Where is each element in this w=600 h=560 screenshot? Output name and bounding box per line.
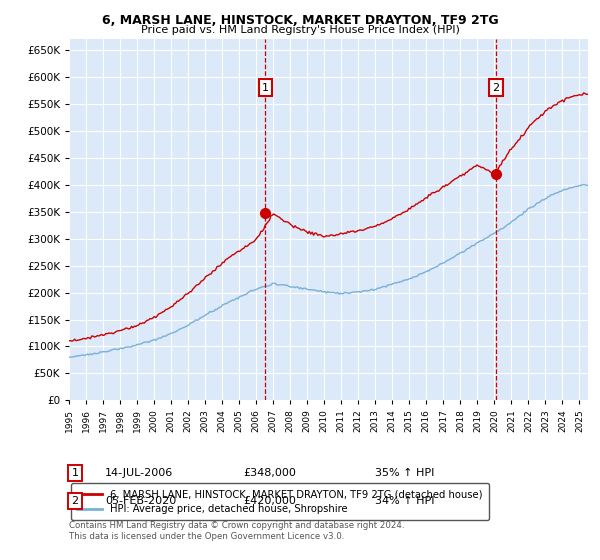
Text: 1: 1 [262,83,269,93]
Text: Contains HM Land Registry data © Crown copyright and database right 2024.
This d: Contains HM Land Registry data © Crown c… [69,521,404,540]
Text: 34% ↑ HPI: 34% ↑ HPI [375,496,434,506]
Text: £420,000: £420,000 [243,496,296,506]
Text: 6, MARSH LANE, HINSTOCK, MARKET DRAYTON, TF9 2TG: 6, MARSH LANE, HINSTOCK, MARKET DRAYTON,… [101,14,499,27]
Text: 2: 2 [493,83,500,93]
Text: 2: 2 [71,496,79,506]
Text: 05-FEB-2020: 05-FEB-2020 [105,496,176,506]
Text: 35% ↑ HPI: 35% ↑ HPI [375,468,434,478]
Legend: 6, MARSH LANE, HINSTOCK, MARKET DRAYTON, TF9 2TG (detached house), HPI: Average : 6, MARSH LANE, HINSTOCK, MARKET DRAYTON,… [71,483,489,520]
Text: £348,000: £348,000 [243,468,296,478]
Text: Price paid vs. HM Land Registry's House Price Index (HPI): Price paid vs. HM Land Registry's House … [140,25,460,35]
Text: 14-JUL-2006: 14-JUL-2006 [105,468,173,478]
Text: 1: 1 [71,468,79,478]
